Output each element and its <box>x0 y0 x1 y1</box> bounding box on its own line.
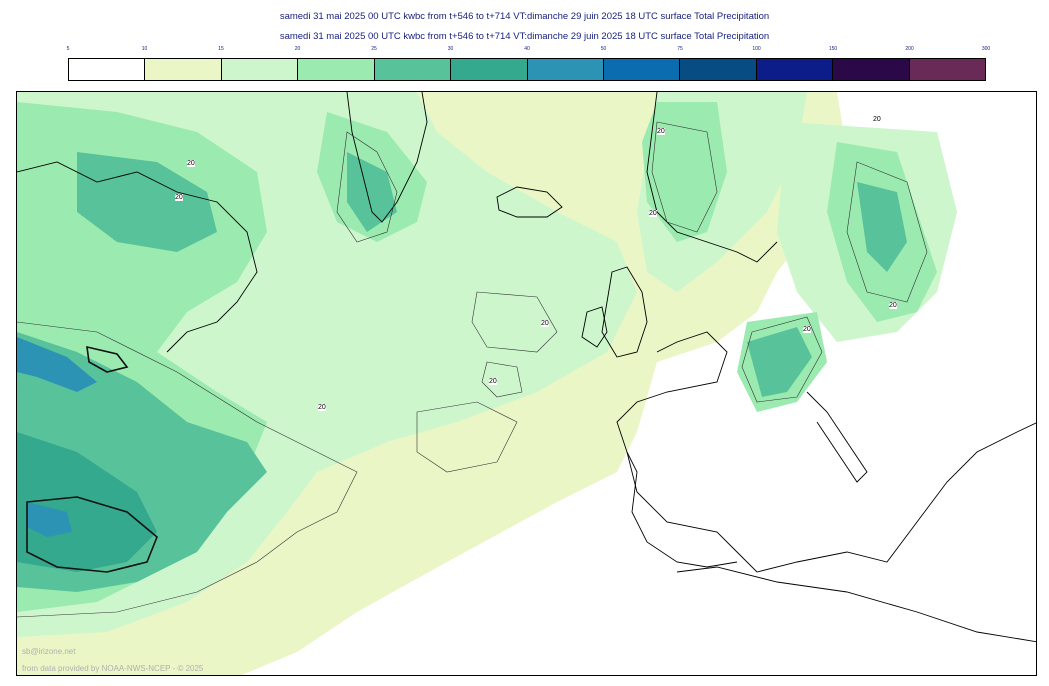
legend-swatch <box>221 59 299 80</box>
coastlines <box>17 92 1036 643</box>
contour-line <box>741 316 823 403</box>
precip-area-teal-dark <box>17 432 157 572</box>
coastline-greenland <box>346 92 428 223</box>
contour-label: 20 <box>889 302 897 309</box>
coastline-africa <box>676 566 1036 643</box>
coastline-canada <box>17 161 258 353</box>
legend-swatch <box>374 59 452 80</box>
coastline-iceland <box>496 186 563 218</box>
coastline-iberia <box>626 451 738 568</box>
contour-label: 20 <box>649 210 657 217</box>
legend-tick: 75 <box>677 46 683 52</box>
contour-line <box>481 361 523 398</box>
contour-label: 20 <box>187 160 195 167</box>
precip-area-blue <box>27 502 72 537</box>
legend-tick: 40 <box>524 46 530 52</box>
coastline-ireland <box>581 306 608 348</box>
precip-area-blue <box>17 337 97 392</box>
contour-line <box>336 131 398 243</box>
contour-label: 20 <box>873 116 881 123</box>
bold-contour <box>26 496 158 573</box>
legend-tick: 10 <box>141 46 148 52</box>
credit-data-source: from data provided by NOAA-NWS-NCEP - © … <box>22 664 204 673</box>
coastline-europe <box>616 331 1036 573</box>
legend-swatch <box>603 59 681 80</box>
legend-tick: 150 <box>828 46 838 52</box>
legend-tick: 200 <box>905 46 914 52</box>
contour-label: 20 <box>803 326 811 333</box>
contour-line <box>846 161 928 303</box>
legend-swatch <box>69 59 146 80</box>
coastline-scandinavia <box>646 92 778 263</box>
contour-line <box>17 321 358 618</box>
legend-swatch <box>756 59 834 80</box>
map-title-line-1: samedi 31 mai 2025 00 UTC kwbc from t+54… <box>279 11 770 22</box>
contour-label: 20 <box>657 128 665 135</box>
legend-tick: 25 <box>371 46 377 52</box>
legend-swatch <box>145 59 222 80</box>
legend-tick: 30 <box>447 46 454 52</box>
contour-label: 20 <box>318 404 326 411</box>
legend-tick-labels: 5 10 15 20 25 30 40 50 75 100 150 200 30… <box>66 46 991 54</box>
map-canvas <box>17 92 1036 675</box>
coastline-britain <box>601 266 648 358</box>
bold-contour <box>86 345 129 373</box>
legend-tick: 5 <box>66 46 70 52</box>
legend-tick: 50 <box>600 46 607 52</box>
legend-swatch <box>451 59 528 80</box>
contour-line <box>471 291 558 353</box>
credit-email: sb@irizone.net <box>22 647 76 656</box>
legend-swatch <box>909 59 986 80</box>
legend-swatch <box>833 59 910 80</box>
legend-tick: 20 <box>294 46 301 52</box>
precip-area-teal <box>857 182 907 272</box>
precip-fills <box>17 92 957 675</box>
map-title-line-2: samedi 31 mai 2025 00 UTC kwbc from t+54… <box>279 31 770 42</box>
precip-area-teal <box>347 152 397 232</box>
contour-label: 20 <box>541 320 549 327</box>
precip-area-teal <box>77 152 217 252</box>
legend-swatch <box>527 59 604 80</box>
coastline-italy <box>806 391 868 483</box>
legend-tick: 100 <box>752 46 761 52</box>
contour-label: 20 <box>175 194 183 201</box>
legend-swatch <box>680 59 757 80</box>
legend-swatch <box>298 59 375 80</box>
contour-line <box>651 121 718 233</box>
precip-area-teal <box>747 327 812 397</box>
bold-contours <box>26 345 158 573</box>
precipitation-map[interactable]: 20 20 20 20 20 20 20 20 20 20 <box>16 91 1037 676</box>
contour-line <box>416 401 518 473</box>
contours <box>17 121 928 618</box>
color-scale-legend <box>68 58 986 81</box>
legend-tick: 15 <box>218 46 224 52</box>
precip-area-mint <box>642 102 727 242</box>
legend-tick: 300 <box>981 46 991 52</box>
contour-label: 20 <box>489 378 497 385</box>
